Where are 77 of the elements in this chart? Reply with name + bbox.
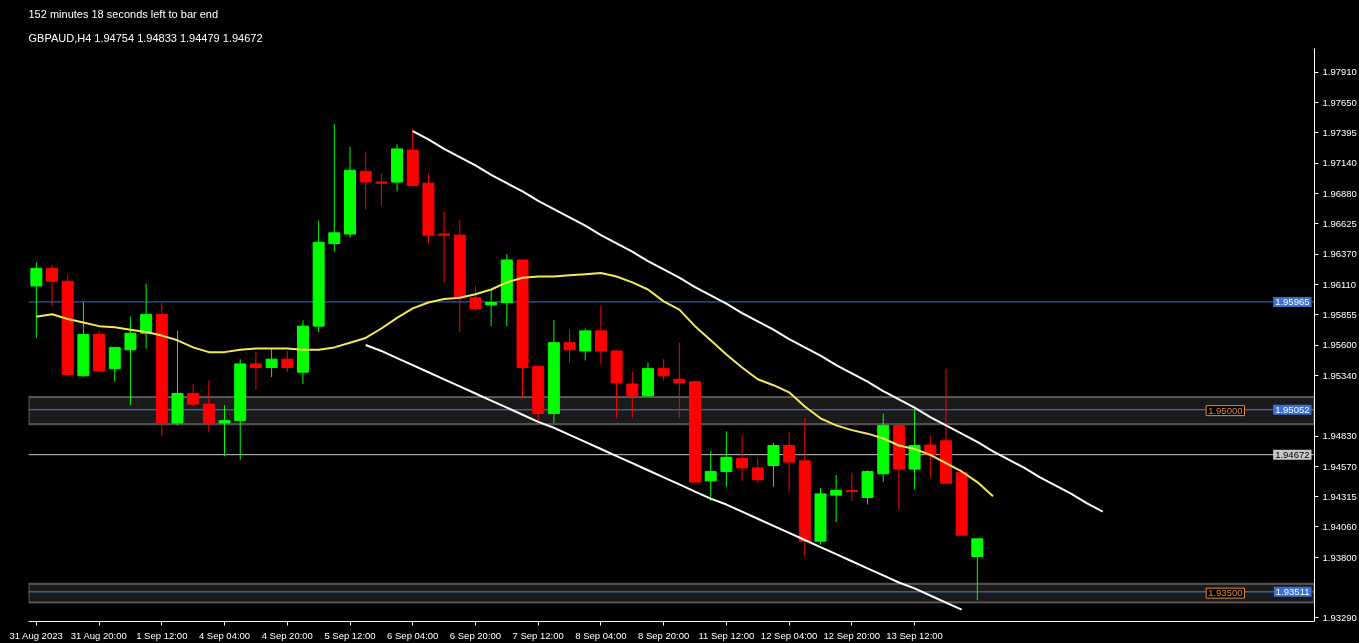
y-tick-label: 1.96370: [1322, 248, 1357, 260]
y-tick-label: 1.93290: [1322, 611, 1357, 623]
candlestick: [783, 431, 796, 493]
candlestick: [563, 329, 576, 364]
y-tick-label: 1.94570: [1322, 460, 1357, 472]
ref-line-label: 1.95052: [1275, 403, 1310, 415]
candlestick: [485, 289, 498, 327]
candlestick: [720, 430, 733, 488]
x-tick-label: 11 Sep 12:00: [698, 629, 755, 641]
y-tick-label: 1.97140: [1322, 157, 1357, 169]
candlestick: [375, 173, 388, 207]
candlestick: [218, 404, 231, 457]
candlestick: [249, 351, 262, 391]
y-tick-label: 1.97395: [1322, 126, 1357, 138]
x-tick-label: 1 Sep 12:00: [136, 629, 188, 641]
candlestick: [751, 457, 764, 484]
y-tick-label: 1.96625: [1322, 217, 1357, 229]
x-tick-label: 31 Aug 2023: [9, 629, 63, 641]
candlestick: [594, 305, 607, 365]
candlestick: [359, 151, 372, 210]
candlestick: [30, 261, 43, 339]
line-series: [35, 271, 994, 498]
chart-subtitle: 152 minutes 18 seconds left to bar end: [28, 7, 219, 20]
candlestick: [673, 342, 686, 419]
band-label: 1.95000: [1208, 404, 1243, 416]
candlestick: [704, 450, 717, 502]
ref-line-label: 1.93511: [1275, 585, 1310, 597]
y-tick-label: 1.95340: [1322, 369, 1357, 381]
x-tick-label: 7 Sep 12:00: [512, 629, 564, 641]
ref-line-label: 1.95965: [1275, 295, 1310, 307]
y-tick-label: 1.94315: [1322, 490, 1357, 502]
line-series: [364, 344, 963, 611]
line-series: [411, 130, 1104, 513]
x-tick-label: 4 Sep 20:00: [261, 629, 313, 641]
x-tick-label: 6 Sep 04:00: [387, 629, 439, 641]
x-tick-label: 12 Sep 20:00: [823, 629, 881, 641]
y-tick-label: 1.96110: [1322, 278, 1357, 290]
candlestick: [971, 538, 984, 601]
y-tick-label: 1.95600: [1322, 339, 1357, 351]
candlestick: [626, 371, 639, 419]
ref-line-label: 1.94672: [1275, 448, 1310, 460]
y-tick-label: 1.93800: [1322, 551, 1357, 563]
candlestick: [657, 358, 670, 381]
candlestick: [281, 350, 294, 373]
x-tick-label: 4 Sep 04:00: [198, 629, 251, 641]
chart-title: GBPAUD,H4 1.94754 1.94833 1.94479 1.94672: [28, 31, 263, 44]
candlestick: [108, 346, 121, 383]
candlestick: [124, 316, 137, 406]
x-tick-label: 5 Sep 12:00: [324, 629, 376, 641]
x-tick-label: 13 Sep 12:00: [886, 629, 943, 641]
x-tick-label: 8 Sep 20:00: [638, 629, 690, 641]
candlestick: [202, 379, 215, 433]
candlestick: [579, 328, 592, 361]
candlestick: [328, 123, 341, 253]
y-tick-label: 1.95855: [1322, 308, 1357, 320]
y-tick-label: 1.97650: [1322, 96, 1357, 108]
candlestick: [830, 474, 843, 523]
candlestick: [736, 434, 749, 482]
y-tick-label: 1.96880: [1322, 187, 1357, 199]
candlestick: [924, 435, 937, 478]
candlestick: [469, 285, 482, 312]
x-tick-label: 8 Sep 04:00: [575, 629, 627, 641]
x-tick-label: 12 Sep 04:00: [760, 629, 818, 641]
x-tick-label: 6 Sep 20:00: [449, 629, 502, 641]
y-tick-label: 1.97910: [1322, 66, 1357, 78]
band-label: 1.93500: [1208, 587, 1243, 599]
x-tick-label: 31 Aug 20:00: [70, 629, 127, 641]
candlestick: [908, 408, 921, 490]
candlestick: [438, 211, 451, 283]
candlestick: [265, 348, 278, 378]
candlestick: [140, 283, 153, 350]
candlestick: [187, 383, 200, 407]
candlestick: [46, 264, 59, 307]
y-tick-label: 1.94830: [1322, 430, 1357, 442]
candlestick: [845, 472, 858, 502]
candlestick: [767, 442, 780, 488]
y-tick-label: 1.94060: [1322, 520, 1357, 532]
